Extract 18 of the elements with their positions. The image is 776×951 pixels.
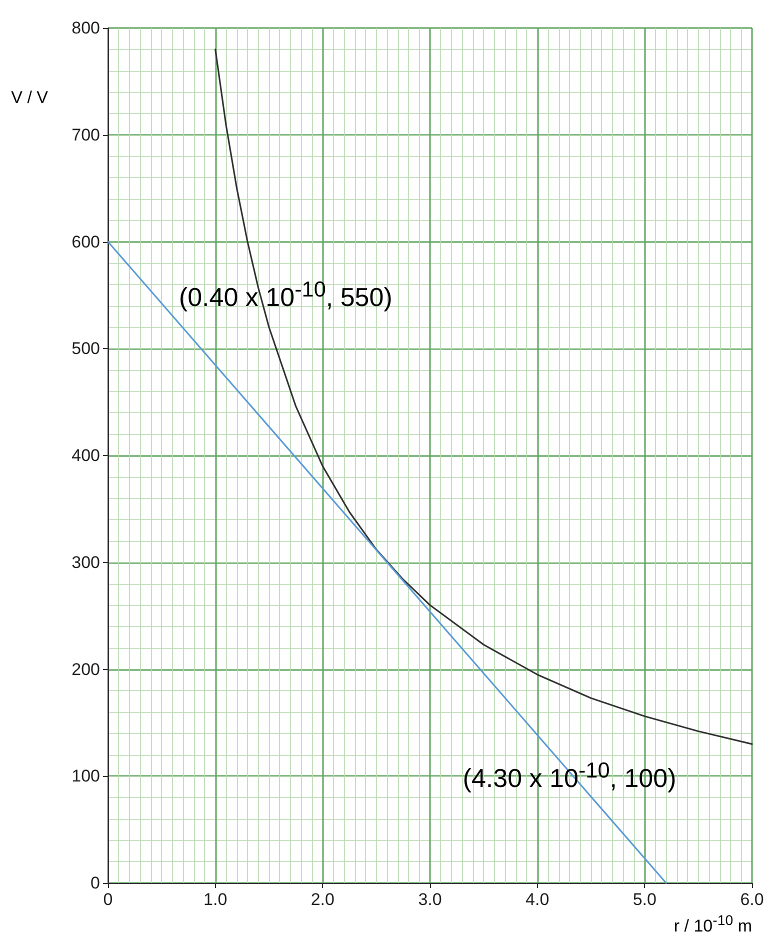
x-tick-label: 5.0 [632, 890, 656, 909]
x-tick-label: 2.0 [310, 890, 334, 909]
x-axis-title: r / 10$^{-10}$ m [674, 913, 752, 938]
x-tick-label: 3.0 [418, 890, 442, 909]
y-tick-label: 100 [72, 766, 100, 786]
y-axis-title: V / V [11, 88, 48, 108]
y-tick-label: 400 [72, 446, 100, 465]
y-tick-label: 300 [72, 552, 100, 572]
x-tick-label: 4.0 [526, 890, 550, 909]
y-tick-label: 700 [72, 125, 100, 144]
y-tick-label: 500 [72, 339, 100, 358]
x-tick-label: 1.0 [204, 890, 228, 909]
x-tick-label: 6.0 [740, 890, 764, 909]
y-tick-label: 200 [72, 660, 100, 679]
y-tick-label: 600 [72, 232, 100, 252]
y-tick-label: 800 [72, 18, 100, 38]
x-tick-label: 0 [103, 890, 113, 909]
y-tick-label: 0 [90, 874, 100, 892]
